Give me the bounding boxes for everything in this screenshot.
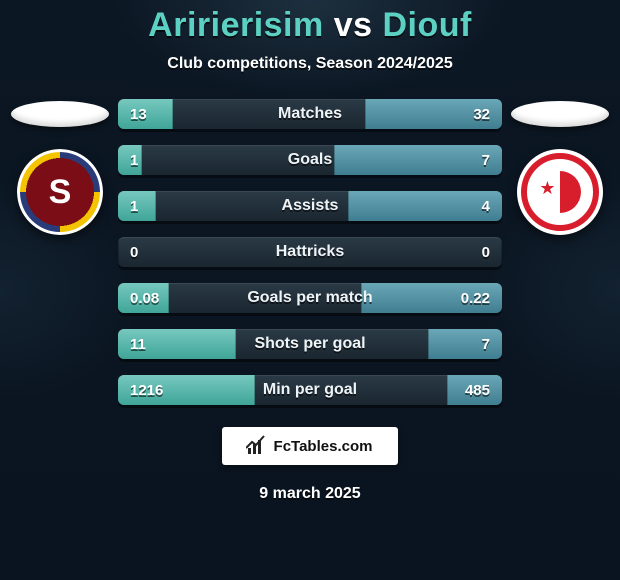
stat-value-right: 7 (482, 145, 490, 175)
stat-row: Min per goal1216 485 (118, 375, 502, 405)
stat-row: Assists1 4 (118, 191, 502, 221)
comparison-area: Matches1332Goals17Assists14Hattricks00Go… (0, 73, 620, 405)
stat-value-left: 13 (130, 99, 147, 129)
stat-label: Hattricks (118, 237, 502, 267)
stat-value-left: 0 (130, 237, 138, 267)
stat-row: Goals per match0.08 0.22 (118, 283, 502, 313)
title-player1: Aririerisim (148, 6, 324, 44)
stat-label: Min per goal (118, 375, 502, 405)
stat-value-right: 7 (482, 329, 490, 359)
stat-value-right: 4 (482, 191, 490, 221)
player1-photo-placeholder (11, 101, 109, 127)
team-badge-slavia: ★ (517, 149, 603, 235)
stat-label: Shots per goal (118, 329, 502, 359)
team-badge-sparta (17, 149, 103, 235)
stat-label: Assists (118, 191, 502, 221)
stat-label: Goals per match (118, 283, 502, 313)
title-player2: Diouf (382, 6, 471, 44)
sparta-crest-icon (17, 149, 103, 235)
stat-row: Hattricks0 0 (118, 237, 502, 267)
stat-row: Goals1 7 (118, 145, 502, 175)
brand-text: FcTables.com (274, 438, 373, 455)
player2-photo-placeholder (511, 101, 609, 127)
stat-value-right: 32 (473, 99, 490, 129)
page-title: Aririerisim vs Diouf (0, 0, 620, 45)
content-root: Aririerisim vs Diouf Club competitions, … (0, 0, 620, 580)
fctables-icon (248, 438, 268, 454)
stat-value-left: 1 (130, 145, 138, 175)
stat-value-right: 0 (482, 237, 490, 267)
stat-label: Goals (118, 145, 502, 175)
brand-badge: FcTables.com (222, 427, 398, 465)
stat-value-left: 1 (130, 191, 138, 221)
stat-value-right: 485 (465, 375, 490, 405)
stat-value-right: 0.22 (461, 283, 490, 313)
subtitle: Club competitions, Season 2024/2025 (0, 55, 620, 73)
left-side (8, 95, 112, 235)
stat-row: Matches13 32 (118, 99, 502, 129)
stat-row: Shots per goal11 7 (118, 329, 502, 359)
stat-value-left: 0.08 (130, 283, 159, 313)
stat-label: Matches (118, 99, 502, 129)
date: 9 march 2025 (0, 485, 620, 503)
stat-value-left: 1216 (130, 375, 163, 405)
stat-value-left: 11 (130, 329, 146, 359)
title-vs: vs (334, 6, 373, 44)
right-side: ★ (508, 95, 612, 235)
slavia-crest-icon: ★ (517, 149, 603, 235)
stats-bars: Matches1332Goals17Assists14Hattricks00Go… (112, 95, 508, 405)
